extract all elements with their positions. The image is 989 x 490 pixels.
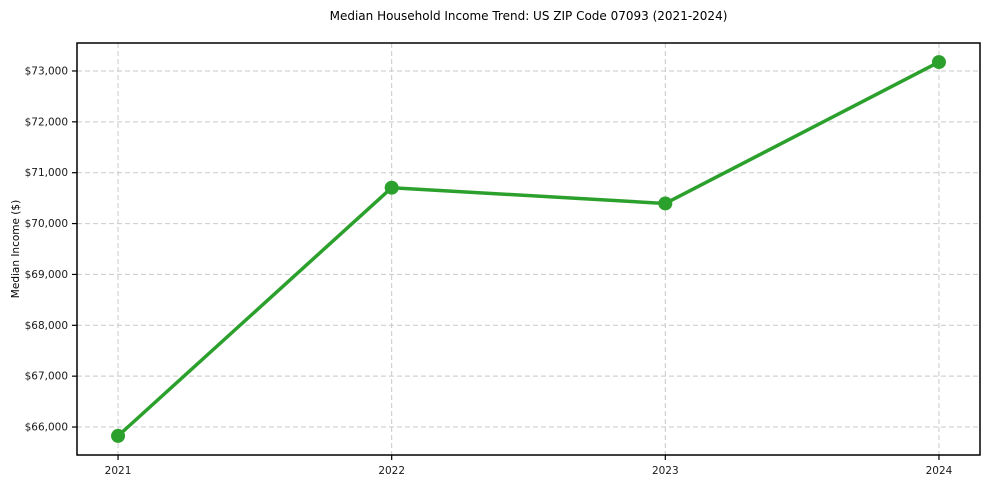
x-tick-label: 2024 (926, 465, 953, 477)
x-tick-label: 2022 (378, 465, 405, 477)
data-point-marker (111, 428, 126, 443)
y-axis-label: Median Income ($) (10, 199, 22, 299)
y-tick-label: $69,000 (25, 269, 68, 281)
trend-line (116, 60, 941, 438)
y-tick-label: $67,000 (25, 371, 68, 383)
y-tick-label: $71,000 (25, 167, 68, 179)
x-tick-label: 2023 (652, 465, 679, 477)
x-tick-label: 2021 (105, 465, 132, 477)
y-tick-label: $73,000 (25, 65, 68, 77)
y-tick-label: $70,000 (25, 218, 68, 230)
y-tick-label: $66,000 (25, 422, 68, 434)
y-tick-label: $72,000 (25, 116, 68, 128)
data-point-marker (658, 196, 673, 211)
chart-title: Median Household Income Trend: US ZIP Co… (329, 9, 728, 23)
y-tick-label: $68,000 (25, 320, 68, 332)
data-point-marker (384, 180, 399, 195)
data-point-marker (931, 55, 946, 70)
plot-border (76, 42, 981, 456)
